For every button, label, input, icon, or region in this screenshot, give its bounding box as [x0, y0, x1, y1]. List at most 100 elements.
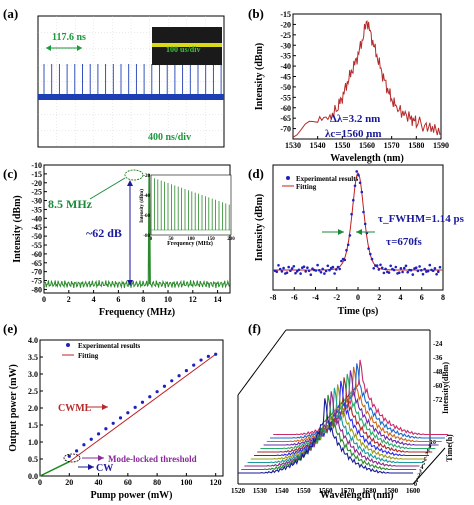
data-point	[379, 263, 382, 267]
inset-ytick-label: -20	[143, 174, 150, 179]
e-xtick-label: 80	[153, 478, 161, 487]
inset-xtick-label: 100	[187, 237, 195, 242]
data-point	[318, 269, 321, 272]
legend-fit-label: Fitting	[78, 352, 99, 360]
data-point	[406, 270, 410, 274]
waterfall-frame: 1520 1530 1540 1550 1560 1570 1580 1590 1600-24-…	[231, 329, 446, 495]
f-depth-edge	[412, 447, 446, 485]
panel-e: (e) 0 20 40 60 80 100 120 0.0 0.5 1.0 1.5 2.0 2.5 3.0…	[3, 321, 224, 501]
spectrum-curve	[254, 380, 429, 457]
waterfall-curves	[238, 359, 449, 474]
f-ztick-label: 2	[417, 474, 420, 480]
data-point	[299, 272, 302, 275]
data-point	[118, 416, 123, 420]
legend-exp-label: Experimental results	[296, 175, 359, 183]
data-point	[289, 269, 292, 273]
c-xtick-label: 8	[141, 295, 145, 304]
c-ytick-label: -15	[31, 170, 42, 179]
spectrum-curve	[257, 377, 433, 453]
snr-label: ~62 dB	[86, 226, 122, 240]
data-point	[319, 271, 323, 274]
spectrum-curve	[247, 387, 423, 464]
e-ytick-label: 1.5	[28, 421, 38, 430]
data-point	[104, 427, 108, 431]
b-ytick-label: -55	[280, 93, 291, 102]
e-ytick-label: 2.0	[28, 404, 38, 413]
c-xtick-label: 0	[42, 295, 46, 304]
e-xtick-label: 20	[65, 478, 73, 487]
data-point	[96, 432, 101, 436]
data-point	[380, 266, 384, 270]
d-xtick-label: -8	[270, 293, 277, 302]
inset-ylabel: Intensity (dBm)	[140, 189, 145, 223]
data-point	[177, 374, 181, 378]
data-point	[433, 267, 437, 270]
e-xtick-label: 120	[210, 478, 222, 487]
data-point	[192, 363, 196, 367]
data-point	[420, 269, 423, 272]
e-xtick-label: 60	[124, 478, 132, 487]
data-point	[285, 271, 289, 275]
f-ztick-label: 1	[416, 478, 419, 484]
panel-f-label: (f)	[248, 321, 261, 336]
cw-arrowhead	[88, 464, 94, 470]
data-point	[282, 266, 285, 270]
inset-xtick-label: 150	[207, 237, 215, 242]
f-xtick-label: 1560	[319, 487, 334, 495]
inset-ytick-label: -80	[143, 234, 150, 239]
e-xtick-label: 100	[180, 478, 192, 487]
data-point	[421, 272, 425, 276]
fwhm-label: τ_FWHM=1.14 ps	[378, 213, 465, 225]
c-ytick-label: -75	[31, 277, 42, 286]
c-ytick-label: -10	[31, 161, 42, 170]
data-point	[162, 384, 167, 388]
data-point	[431, 269, 435, 273]
data-point	[414, 266, 418, 270]
spectrum-curve	[244, 391, 420, 467]
rate-pointer	[89, 177, 126, 200]
data-point	[438, 265, 442, 269]
data-point	[294, 271, 297, 275]
data-point	[340, 259, 343, 263]
panel-a-label: (a)	[3, 6, 18, 21]
data-point	[338, 267, 342, 271]
inset-ytick-label: -60	[143, 214, 150, 219]
legend-exp-label: Experimental results	[78, 342, 141, 350]
pulse-train	[38, 64, 224, 100]
b-xlabel: Wavelength (nm)	[330, 153, 404, 164]
f-ytick-label: -60	[433, 382, 443, 390]
panel-c: (c) 0 2 4 6 8 10 12 14-80-75-70-65-60-55-50-45-…	[3, 161, 235, 318]
repetition-rate-label: 8.5 MHz	[48, 197, 93, 211]
cwml-label: CWML	[58, 403, 92, 414]
f-ytick-label: -24	[433, 340, 443, 348]
data-point	[297, 268, 301, 272]
spectrum-curve	[260, 373, 436, 450]
b-ylabel: Intensity (dBm)	[254, 43, 265, 111]
b-ytick-label: -35	[280, 52, 291, 61]
inset-ytick-label: -40	[143, 194, 150, 199]
data-point	[411, 273, 415, 276]
data-point	[399, 267, 403, 270]
threshold-arrowhead	[98, 455, 104, 461]
c-ytick-label: -50	[31, 232, 42, 241]
data-point	[155, 390, 159, 394]
f-ztick-label: 3	[419, 469, 422, 475]
legend-exp-marker	[66, 343, 70, 347]
c-ytick-label: -80	[31, 285, 42, 294]
c-ylabel: Intensity (dBm)	[12, 195, 23, 263]
period-arrow-right	[77, 45, 82, 51]
data-point	[437, 270, 440, 274]
data-point	[148, 395, 152, 399]
b-ytick-label: -70	[280, 125, 291, 134]
d-xtick-label: -4	[312, 293, 319, 302]
f-ytick-label: -48	[433, 368, 443, 376]
legend-fit-label: Fitting	[296, 183, 317, 191]
data-point	[362, 210, 365, 214]
f-ytick-label: -36	[433, 354, 443, 362]
c-xlabel: Frequency (MHz)	[99, 307, 175, 318]
f-ztick-label: 8	[427, 448, 430, 454]
c-ytick-label: -30	[31, 197, 42, 206]
data-point	[321, 267, 325, 271]
data-point	[416, 269, 420, 273]
data-point	[377, 268, 381, 271]
